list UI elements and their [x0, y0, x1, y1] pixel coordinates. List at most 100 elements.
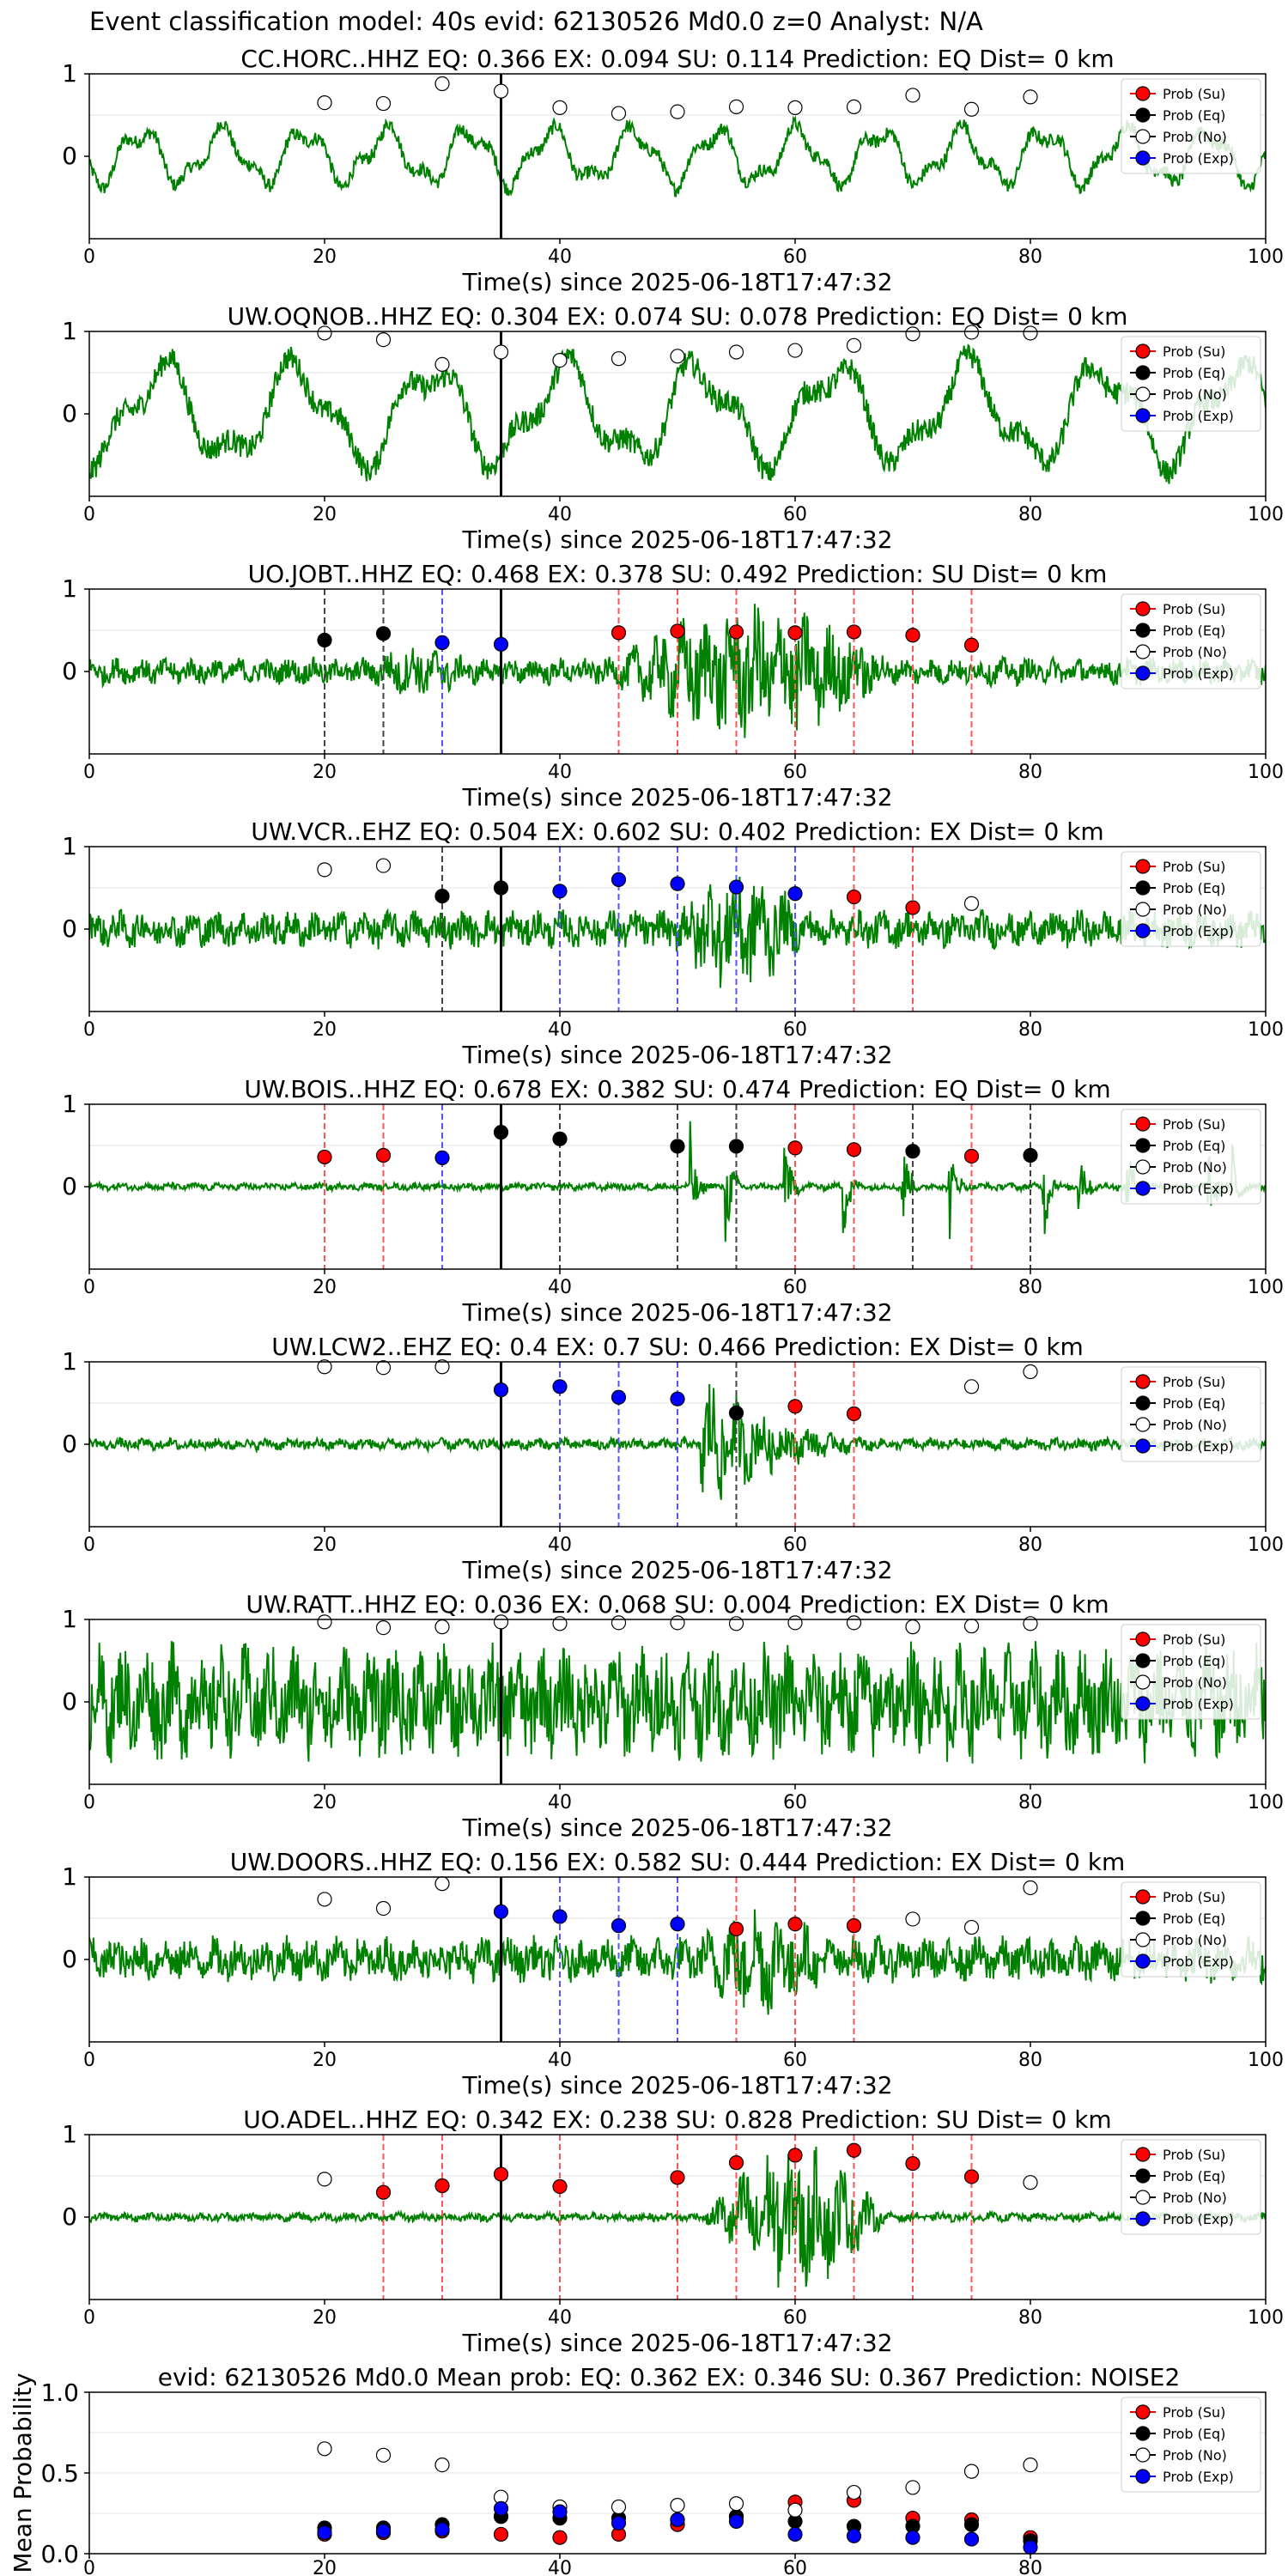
legend-label: Prob (Exp): [1163, 150, 1234, 167]
prob-marker: [1023, 1147, 1038, 1163]
legend-marker: [1135, 1374, 1151, 1389]
seismic-trace: [89, 604, 1266, 738]
mean-prob-point: [1023, 2539, 1038, 2555]
prob-marker: [963, 1919, 980, 1935]
x-tick-label: 80: [1018, 762, 1042, 783]
legend-box: [1121, 851, 1261, 947]
mean-prob-point: [670, 2498, 685, 2513]
panel-legend: Prob (Su) Prob (Eq) Prob (No) Prob (Exp): [1121, 1881, 1261, 1978]
x-axis-label: Time(s) since 2025-06-18T17:47:32: [461, 1298, 892, 1327]
panel-legend: Prob (Su) Prob (Eq) Prob (No) Prob (Exp): [1121, 1624, 1261, 1720]
prob-marker: [552, 2178, 568, 2195]
legend-label: Prob (Su): [1163, 1631, 1225, 1648]
legend-label: Prob (Su): [1163, 343, 1225, 360]
seismic-trace: [89, 115, 1266, 197]
legend-label: Prob (Su): [1163, 86, 1225, 102]
panel-title: UO.ADEL..HHZ EQ: 0.342 EX: 0.238 SU: 0.8…: [243, 2105, 1111, 2134]
x-tick-label: 60: [783, 1277, 807, 1298]
prob-marker: [375, 1147, 392, 1163]
legend-box: [1121, 1366, 1261, 1462]
prob-marker: [905, 1619, 920, 1635]
legend-label: Prob (Exp): [1163, 1953, 1234, 1970]
y-axis-label: Mean Probability: [9, 2372, 37, 2573]
mean-prob-point: [787, 2502, 803, 2518]
y-tick-label: 0: [62, 142, 77, 170]
prob-marker: [670, 2170, 685, 2185]
prob-marker: [434, 1876, 450, 1892]
station-panel-2: UW.OQNOB..HHZ EQ: 0.304 EX: 0.074 SU: 0.…: [62, 302, 1284, 554]
legend-marker: [1135, 623, 1151, 638]
prob-marker: [1023, 1364, 1038, 1380]
legend-label: Prob (Eq): [1163, 2168, 1225, 2184]
seismic-trace: [89, 1641, 1266, 1764]
legend-label: Prob (Exp): [1163, 1181, 1234, 1197]
legend-label: Prob (Exp): [1163, 1438, 1234, 1455]
legend-marker: [1135, 644, 1151, 659]
legend-label: Prob (Exp): [1163, 1696, 1234, 1712]
station-panel-9: UO.ADEL..HHZ EQ: 0.342 EX: 0.238 SU: 0.8…: [62, 2105, 1284, 2357]
x-tick-label: 60: [783, 2558, 807, 2576]
legend-label: Prob (No): [1163, 2447, 1227, 2464]
legend-marker: [1135, 2469, 1151, 2484]
x-tick-label: 20: [313, 246, 337, 268]
panel-legend: Prob (Su) Prob (Eq) Prob (No) Prob (Exp): [1121, 336, 1261, 432]
prob-marker: [670, 104, 685, 119]
prob-marker: [787, 1615, 803, 1631]
prob-marker: [434, 1619, 450, 1635]
prob-marker: [963, 2169, 980, 2184]
prob-marker: [434, 1150, 450, 1166]
prob-marker: [493, 636, 509, 652]
prob-marker: [963, 1148, 980, 1164]
prob-marker: [1023, 325, 1038, 341]
prob-marker: [670, 1917, 685, 1932]
prob-marker: [846, 99, 862, 115]
prob-marker: [317, 325, 332, 341]
panel-title: UW.VCR..EHZ EQ: 0.504 EX: 0.602 SU: 0.40…: [251, 817, 1103, 846]
panel-title: CC.HORC..HHZ EQ: 0.366 EX: 0.094 SU: 0.1…: [240, 45, 1114, 73]
panel-title: UO.JOBT..HHZ EQ: 0.468 EX: 0.378 SU: 0.4…: [248, 560, 1108, 588]
prob-marker: [493, 344, 509, 360]
mean-prob-point: [611, 2515, 627, 2530]
legend-marker: [1135, 1953, 1151, 1969]
y-tick-label: 0: [62, 1172, 77, 1200]
x-tick-label: 20: [313, 1019, 337, 1041]
y-tick-label: 1: [62, 59, 77, 88]
prob-marker: [317, 862, 332, 878]
station-panel-4: UW.VCR..EHZ EQ: 0.504 EX: 0.602 SU: 0.40…: [62, 817, 1284, 1069]
panel-title: UW.LCW2..EHZ EQ: 0.4 EX: 0.7 SU: 0.466 P…: [271, 1333, 1084, 1361]
x-tick-label: 100: [1248, 2050, 1284, 2071]
mean-prob-point: [552, 2530, 568, 2545]
legend-label: Prob (No): [1163, 1417, 1227, 1433]
prob-marker: [375, 1900, 392, 1917]
mean-prob-point: [375, 2447, 392, 2463]
prob-marker: [493, 1382, 509, 1398]
prob-marker: [905, 326, 920, 342]
panel-title: UW.RATT..HHZ EQ: 0.036 EX: 0.068 SU: 0.0…: [246, 1590, 1109, 1619]
legend-marker: [1135, 2190, 1151, 2205]
panel-plot-area: [89, 1104, 1266, 1269]
x-tick-label: 0: [83, 2307, 95, 2329]
prob-marker: [670, 1391, 685, 1406]
prob-marker: [846, 624, 862, 640]
y-tick-label: 1: [62, 1090, 77, 1118]
prob-marker: [728, 1405, 744, 1421]
legend-label: Prob (Su): [1163, 2404, 1225, 2421]
prob-marker: [552, 1909, 568, 1924]
prob-marker: [787, 343, 803, 358]
prob-marker: [375, 626, 392, 641]
prob-marker: [963, 325, 980, 340]
x-tick-label: 100: [1248, 1277, 1284, 1298]
station-panel-1: CC.HORC..HHZ EQ: 0.366 EX: 0.094 SU: 0.1…: [62, 45, 1284, 296]
y-tick-label: 0: [62, 1687, 77, 1716]
legend-label: Prob (Exp): [1163, 2469, 1234, 2485]
prob-marker: [787, 625, 803, 641]
panel-plot-area: [89, 847, 1266, 1012]
x-tick-label: 80: [1018, 1277, 1042, 1298]
panel-legend: Prob (Su) Prob (Eq) Prob (No) Prob (Exp): [1121, 1366, 1261, 1462]
legend-marker: [1135, 365, 1151, 380]
mean-prob-point: [375, 2524, 392, 2539]
prob-marker: [317, 1614, 332, 1630]
legend-marker: [1135, 859, 1151, 874]
legend-marker: [1135, 1631, 1151, 1647]
